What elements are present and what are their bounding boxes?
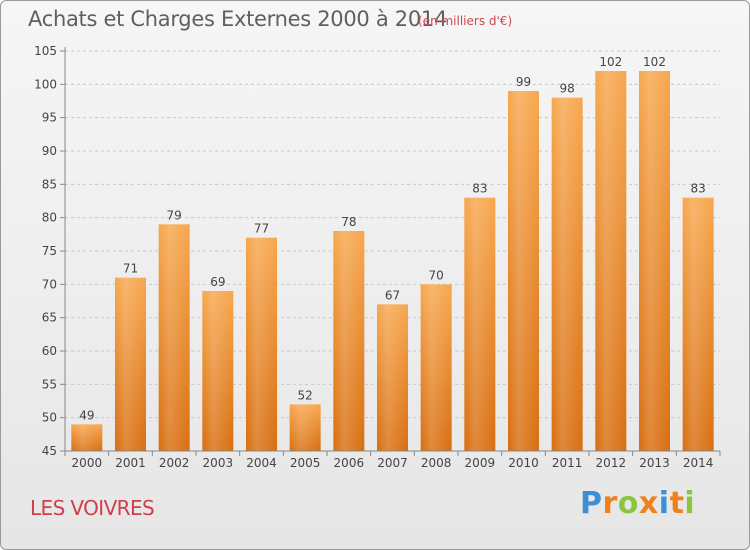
- bar-shine: [551, 97, 583, 452]
- data-label: 83: [472, 182, 487, 196]
- x-tick-label: 2001: [115, 456, 146, 470]
- y-tick-label: 65: [42, 311, 57, 325]
- x-tick-label: 2006: [334, 456, 365, 470]
- bar-shine: [420, 284, 452, 451]
- x-tick-label: 2012: [596, 456, 627, 470]
- logo-letter: i: [658, 486, 670, 521]
- bar-shine: [508, 91, 539, 451]
- town-name: LES VOIVRES: [30, 496, 155, 520]
- logo-letter: i: [684, 486, 696, 521]
- logo-letter: P: [580, 486, 603, 521]
- x-tick-label: 2005: [290, 456, 321, 470]
- logo-letter: x: [638, 486, 659, 521]
- x-tick-label: 2009: [465, 456, 496, 470]
- y-tick-label: 75: [42, 244, 57, 258]
- bar-shine: [377, 304, 408, 451]
- bars: [71, 71, 714, 452]
- x-tick-label: 2011: [552, 456, 583, 470]
- y-tick-label: 50: [42, 411, 57, 425]
- bar-shine: [464, 197, 496, 451]
- y-tick-label: 95: [42, 111, 57, 125]
- x-tick-label: 2010: [508, 456, 539, 470]
- data-label: 77: [254, 222, 269, 236]
- bar-shine: [158, 224, 190, 451]
- data-label: 70: [429, 268, 444, 282]
- data-label: 83: [691, 182, 706, 196]
- data-label: 102: [643, 55, 666, 69]
- x-tick-label: 2002: [159, 456, 190, 470]
- logo-letter: t: [669, 486, 685, 521]
- y-tick-label: 70: [42, 277, 57, 291]
- x-tick-label: 2013: [639, 456, 670, 470]
- bar-shine: [682, 197, 714, 451]
- data-label: 98: [560, 82, 575, 96]
- y-tick-label: 105: [34, 44, 57, 58]
- bar-shine: [202, 291, 234, 451]
- y-tick-label: 100: [34, 77, 57, 91]
- x-tick-label: 2008: [421, 456, 452, 470]
- data-label: 52: [298, 388, 313, 402]
- y-tick-label: 55: [42, 377, 57, 391]
- axes: 45 50 55 60 65 70 75 80 85 90 95 100 105 2000 2001 2002…: [34, 44, 721, 470]
- bar-shine: [115, 277, 146, 451]
- bar-shine: [71, 424, 103, 451]
- data-label: 99: [516, 75, 531, 89]
- bar-shine: [246, 237, 277, 451]
- y-tick-label: 90: [42, 144, 57, 158]
- chart-title: Achats et Charges Externes 2000 à 2014: [28, 7, 448, 31]
- data-label: 67: [385, 288, 400, 302]
- y-tick-label: 45: [42, 444, 57, 458]
- x-tick-label: 2004: [246, 456, 277, 470]
- bar-shine: [595, 71, 627, 451]
- logo-letter: o: [617, 486, 639, 521]
- data-label: 69: [210, 275, 225, 289]
- bar-shine: [289, 404, 321, 451]
- data-label: 102: [599, 55, 622, 69]
- y-tick-label: 60: [42, 344, 57, 358]
- data-label: 49: [79, 408, 94, 422]
- data-labels: 49 71 79 69 77 52 78 67 70 83 99 98 102 102 83: [79, 55, 706, 422]
- logo-letter: r: [602, 486, 618, 521]
- chart-subtitle: (en milliers d'€): [418, 14, 513, 28]
- proxiti-logo: Proxiti: [580, 486, 695, 521]
- data-label: 78: [341, 215, 356, 229]
- data-label: 79: [167, 208, 182, 222]
- bar-shine: [639, 71, 670, 451]
- bar-shine: [333, 231, 365, 451]
- y-tick-label: 80: [42, 211, 57, 225]
- x-tick-label: 2003: [203, 456, 234, 470]
- data-label: 71: [123, 262, 138, 276]
- y-tick-label: 85: [42, 177, 57, 191]
- x-tick-label: 2007: [377, 456, 408, 470]
- x-tick-label: 2014: [683, 456, 714, 470]
- x-tick-label: 2000: [72, 456, 103, 470]
